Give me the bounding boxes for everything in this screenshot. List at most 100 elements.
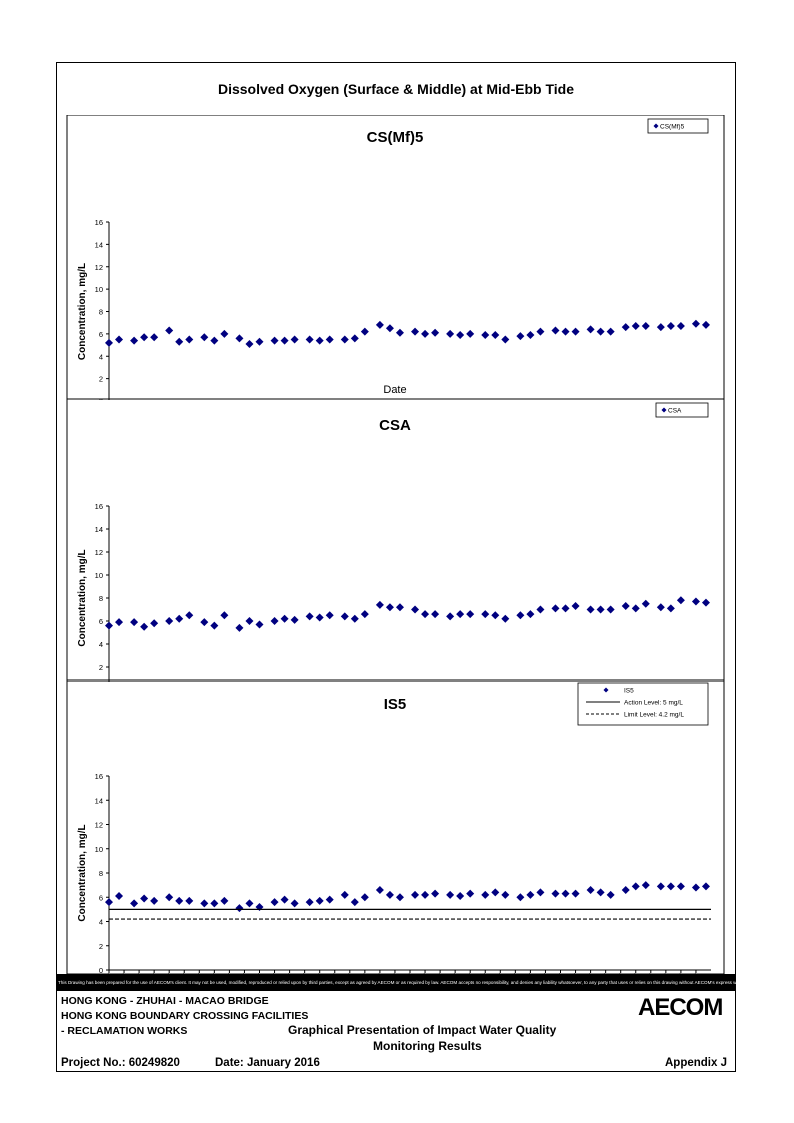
data-point bbox=[701, 320, 710, 329]
y-tick-label: 16 bbox=[95, 502, 103, 511]
data-point bbox=[561, 327, 570, 336]
y-tick-label: 12 bbox=[95, 821, 103, 830]
data-point bbox=[516, 611, 525, 620]
data-point bbox=[656, 882, 665, 891]
data-point bbox=[536, 605, 545, 614]
data-point bbox=[571, 602, 580, 611]
data-point bbox=[270, 617, 279, 625]
chart-panel-border bbox=[66, 399, 725, 682]
data-point bbox=[691, 883, 700, 892]
data-point bbox=[220, 611, 229, 620]
data-point bbox=[431, 610, 440, 619]
data-point bbox=[325, 335, 334, 344]
data-point bbox=[115, 618, 124, 627]
data-point bbox=[526, 890, 535, 899]
data-point bbox=[466, 329, 475, 338]
legend-label: CSA bbox=[668, 408, 682, 415]
data-point bbox=[526, 610, 535, 619]
chart-panel-border bbox=[66, 115, 725, 400]
project-number: Project No.: 60249820 bbox=[61, 1057, 180, 1069]
data-point bbox=[421, 610, 430, 619]
legend-marker bbox=[603, 687, 609, 693]
report-date: Date: January 2016 bbox=[215, 1057, 320, 1069]
data-point bbox=[621, 885, 630, 894]
data-point bbox=[691, 597, 700, 606]
data-point bbox=[561, 889, 570, 898]
data-point bbox=[586, 605, 595, 614]
data-point bbox=[305, 335, 314, 344]
data-point bbox=[200, 618, 209, 627]
legend-marker bbox=[661, 407, 667, 413]
chart-title: CS(Mf)5 bbox=[367, 129, 424, 146]
y-tick-label: 16 bbox=[95, 772, 103, 781]
y-tick-label: 6 bbox=[99, 330, 103, 339]
y-tick-label: 10 bbox=[95, 285, 103, 294]
legend-label: IS5 bbox=[624, 688, 634, 695]
data-point bbox=[210, 899, 219, 908]
data-point bbox=[395, 603, 404, 612]
data-point bbox=[551, 604, 560, 613]
data-point bbox=[255, 902, 264, 911]
data-point bbox=[140, 894, 149, 903]
legend-label: Action Level: 5 mg/L bbox=[624, 700, 683, 707]
data-point bbox=[255, 620, 264, 629]
data-point bbox=[666, 322, 675, 331]
data-point bbox=[175, 614, 184, 623]
data-point bbox=[175, 337, 184, 346]
data-point bbox=[105, 621, 113, 630]
data-point bbox=[491, 888, 500, 897]
data-point bbox=[165, 617, 174, 625]
chart-csa: CSA0246810121416Concentration, mg/L9/2/2… bbox=[66, 399, 725, 682]
data-point bbox=[431, 328, 440, 337]
data-point bbox=[315, 336, 324, 345]
data-point bbox=[105, 898, 113, 907]
data-point bbox=[350, 614, 359, 623]
data-point bbox=[656, 603, 665, 612]
y-tick-label: 6 bbox=[99, 893, 103, 902]
data-point bbox=[446, 612, 455, 621]
data-point bbox=[340, 612, 349, 621]
data-point bbox=[606, 605, 615, 614]
data-point bbox=[385, 324, 394, 333]
data-point bbox=[621, 602, 630, 611]
data-point bbox=[140, 333, 149, 342]
data-point bbox=[185, 335, 194, 344]
data-point bbox=[235, 904, 244, 913]
data-point bbox=[551, 889, 560, 898]
data-point bbox=[375, 320, 384, 329]
data-point bbox=[325, 611, 334, 620]
y-tick-label: 6 bbox=[99, 617, 103, 626]
data-point bbox=[305, 612, 314, 621]
y-tick-label: 4 bbox=[99, 640, 103, 649]
data-point bbox=[586, 885, 595, 894]
data-point bbox=[130, 336, 139, 345]
legend-marker bbox=[653, 123, 659, 129]
data-point bbox=[411, 605, 420, 614]
data-point bbox=[315, 613, 324, 622]
data-point bbox=[360, 893, 369, 902]
data-point bbox=[631, 604, 640, 613]
doc-title-line-2: Monitoring Results bbox=[373, 1039, 482, 1053]
data-point bbox=[501, 890, 510, 899]
y-axis-label: Concentration, mg/L bbox=[77, 824, 88, 921]
data-point bbox=[385, 603, 394, 612]
data-point bbox=[150, 619, 159, 628]
y-tick-label: 12 bbox=[95, 263, 103, 272]
data-point bbox=[491, 330, 500, 339]
data-point bbox=[631, 322, 640, 331]
data-point bbox=[516, 332, 525, 341]
y-tick-label: 14 bbox=[95, 240, 103, 249]
data-point bbox=[431, 889, 440, 898]
data-point bbox=[290, 899, 299, 908]
data-point bbox=[385, 890, 394, 899]
data-point bbox=[280, 614, 289, 623]
data-point bbox=[606, 327, 615, 336]
project-line-2: HONG KONG BOUNDARY CROSSING FACILITIES bbox=[61, 1010, 309, 1022]
data-point bbox=[421, 329, 430, 338]
data-point bbox=[115, 335, 124, 344]
y-tick-label: 2 bbox=[99, 942, 103, 951]
data-point bbox=[340, 335, 349, 344]
data-point bbox=[280, 336, 289, 345]
data-point bbox=[115, 892, 124, 901]
